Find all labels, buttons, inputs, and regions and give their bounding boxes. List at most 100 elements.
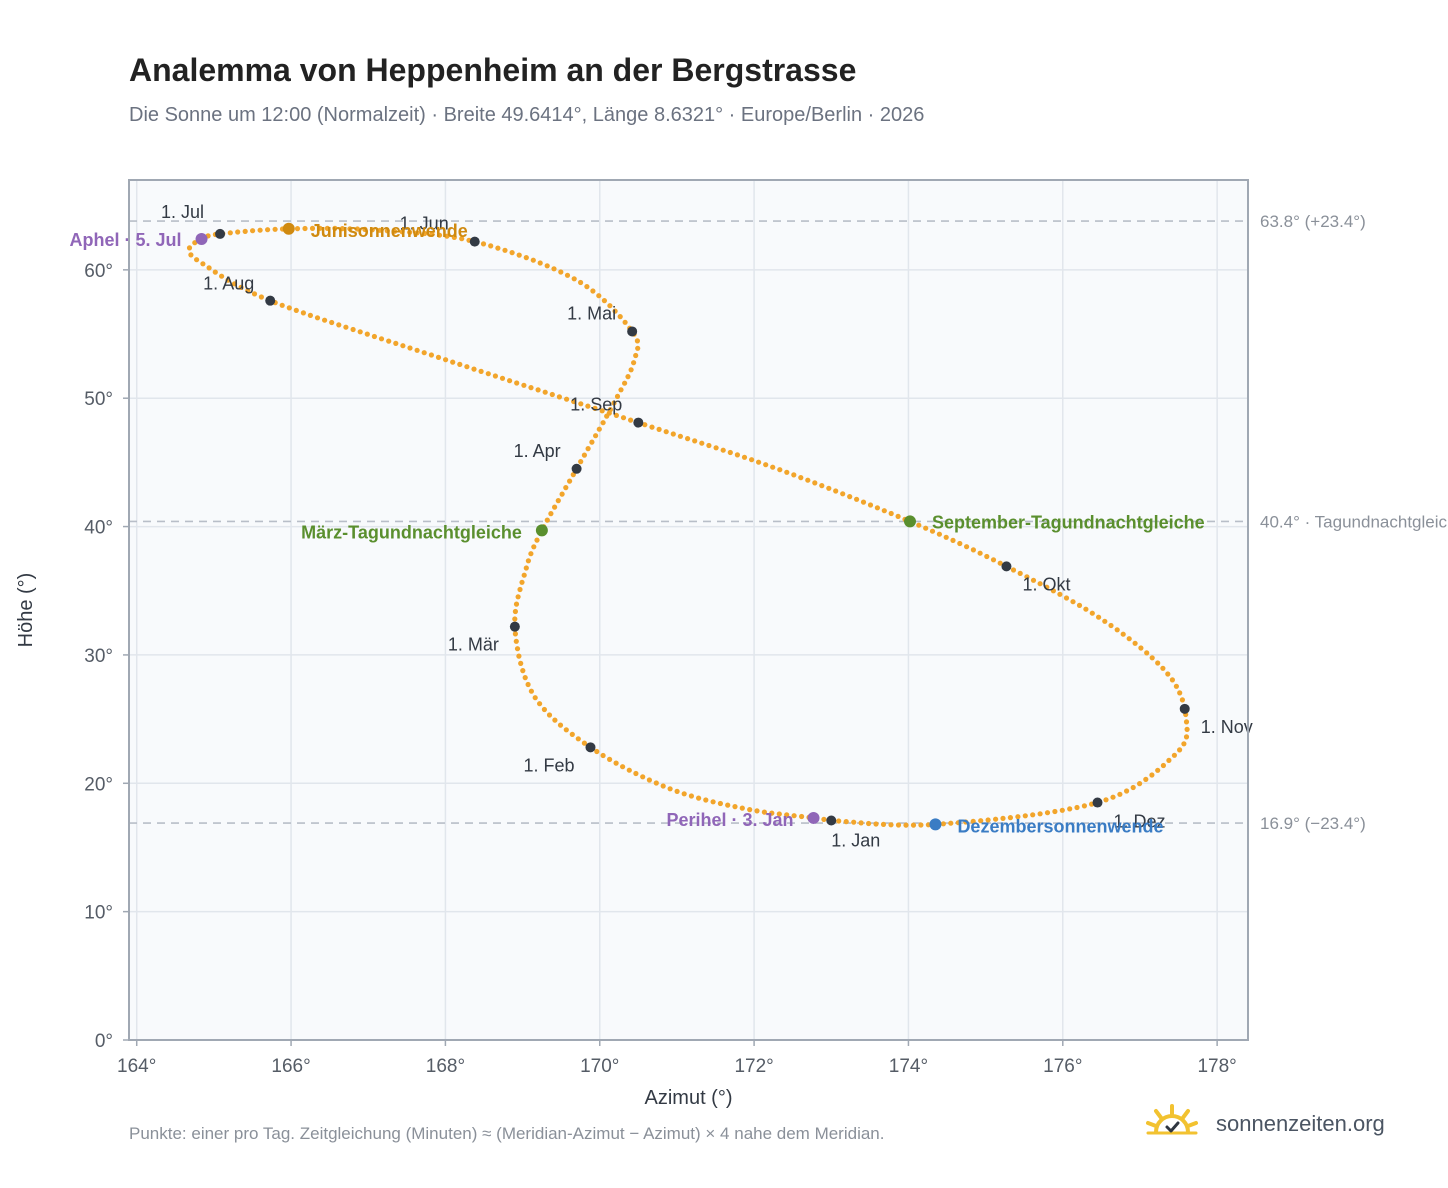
daily-point	[677, 433, 684, 439]
month-label: 1. Mär	[448, 635, 499, 655]
reference-line-label: 40.4° · Tagundnachtgleiche	[1260, 512, 1448, 531]
daily-point	[517, 586, 523, 593]
daily-point	[903, 822, 909, 828]
daily-point	[1063, 595, 1070, 601]
daily-point	[1044, 810, 1051, 816]
daily-point	[1183, 719, 1190, 725]
daily-point	[212, 269, 218, 275]
daily-point	[354, 226, 360, 232]
daily-point	[1037, 581, 1043, 587]
y-tick-label: 40°	[84, 518, 113, 539]
daily-point	[590, 288, 596, 294]
daily-point	[1108, 622, 1114, 629]
daily-point	[776, 811, 782, 817]
daily-point	[272, 226, 278, 232]
chart-subtitle: Die Sonne um 12:00 (Normalzeit) · Breite…	[129, 104, 925, 126]
daily-point	[194, 257, 200, 263]
daily-point	[799, 813, 805, 820]
daily-point	[895, 822, 902, 828]
daily-point	[717, 800, 724, 807]
x-tick-label: 164°	[117, 1056, 156, 1077]
daily-point	[1050, 588, 1056, 594]
daily-point	[392, 228, 398, 234]
daily-point	[819, 483, 825, 489]
daily-point	[741, 454, 748, 460]
daily-point	[1169, 677, 1175, 683]
daily-point	[514, 646, 521, 652]
daily-point	[1022, 813, 1028, 819]
y-tick-label: 10°	[84, 903, 113, 924]
daily-point	[631, 360, 637, 366]
daily-point	[734, 452, 741, 458]
daily-point	[826, 485, 832, 491]
daily-point	[279, 302, 285, 308]
month-marker	[215, 228, 226, 239]
daily-point	[1138, 645, 1144, 651]
daily-point	[1067, 806, 1073, 812]
daily-point	[703, 797, 709, 803]
daily-point	[964, 544, 970, 550]
plot-frame	[128, 179, 1249, 1041]
daily-point	[955, 820, 961, 826]
month-label: 1. Jul	[161, 202, 204, 222]
x-tick-label: 166°	[271, 1056, 310, 1077]
daily-point	[1037, 811, 1043, 817]
daily-point	[923, 525, 929, 531]
daily-point	[544, 517, 550, 523]
daily-point	[622, 380, 628, 386]
daily-point	[614, 393, 621, 399]
daily-point	[347, 226, 353, 232]
daily-point	[307, 312, 313, 318]
daily-point	[1024, 574, 1030, 580]
daily-point	[1120, 631, 1126, 637]
daily-point	[563, 727, 569, 733]
daily-point	[681, 791, 687, 797]
x-tick-label: 170°	[580, 1056, 619, 1077]
brand[interactable]: sonnenzeiten.org	[1146, 1102, 1406, 1146]
daily-point	[519, 579, 525, 585]
daily-point	[457, 361, 463, 367]
daily-point	[805, 477, 811, 483]
daily-point	[558, 269, 564, 275]
daily-point	[732, 804, 738, 810]
sun-logo-icon	[1146, 1104, 1198, 1135]
daily-point	[725, 802, 731, 808]
event-label: Dezembersonnenwende	[957, 816, 1163, 836]
daily-point	[336, 322, 342, 328]
daily-point	[542, 389, 548, 395]
daily-point	[1171, 752, 1177, 758]
daily-point	[407, 345, 413, 351]
daily-point	[502, 247, 508, 253]
daily-point	[357, 329, 363, 335]
daily-point	[633, 352, 639, 359]
month-label: 1. Sep	[570, 395, 622, 415]
daily-point	[656, 426, 662, 432]
daily-point	[1030, 812, 1036, 818]
daily-point	[847, 494, 853, 500]
chart-title: Analemma von Heppenheim an der Bergstras…	[129, 52, 857, 88]
month-label: 1. Okt	[1022, 574, 1070, 594]
daily-point	[294, 226, 301, 232]
month-label: 1. Dez	[1114, 812, 1166, 832]
daily-point	[836, 818, 842, 824]
daily-point	[537, 701, 543, 707]
daily-point	[459, 236, 465, 242]
daily-point	[512, 616, 518, 622]
daily-point	[993, 816, 999, 822]
y-axis-label: Höhe (°)	[15, 573, 37, 648]
daily-point	[569, 731, 575, 738]
daily-point	[769, 810, 775, 816]
daily-point	[888, 822, 894, 828]
daily-point	[756, 459, 762, 465]
daily-point	[371, 333, 377, 340]
daily-point	[860, 499, 867, 505]
x-tick-label: 178°	[1197, 1056, 1236, 1077]
daily-point	[874, 505, 881, 511]
daily-point	[1010, 567, 1017, 573]
daily-point	[1044, 584, 1050, 590]
daily-point	[1143, 776, 1149, 783]
month-label: 1. Aug	[203, 274, 254, 294]
daily-point	[1081, 803, 1087, 809]
month-label: 1. Jun	[400, 214, 449, 234]
daily-point	[286, 305, 292, 311]
